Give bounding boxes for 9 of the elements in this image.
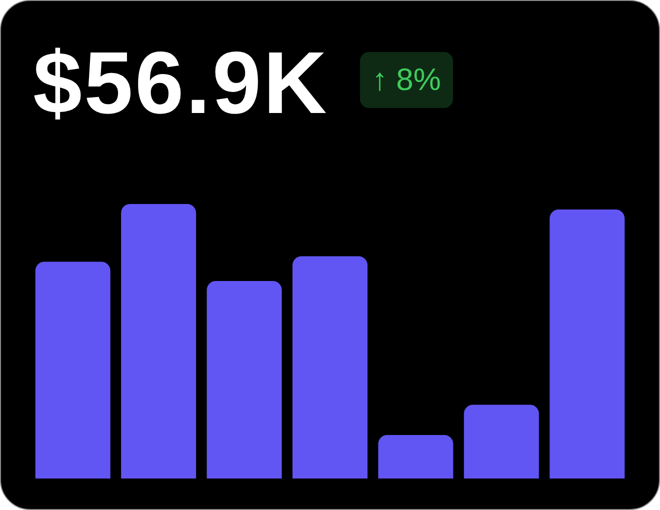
bar <box>120 204 196 478</box>
bar <box>34 261 110 478</box>
badge: ↑ 8% <box>360 52 453 108</box>
bar <box>206 280 282 478</box>
bar <box>463 404 538 478</box>
chart-title: $56.9K <box>33 33 329 132</box>
bar <box>378 434 453 478</box>
bar <box>292 256 367 478</box>
bar <box>549 209 624 478</box>
